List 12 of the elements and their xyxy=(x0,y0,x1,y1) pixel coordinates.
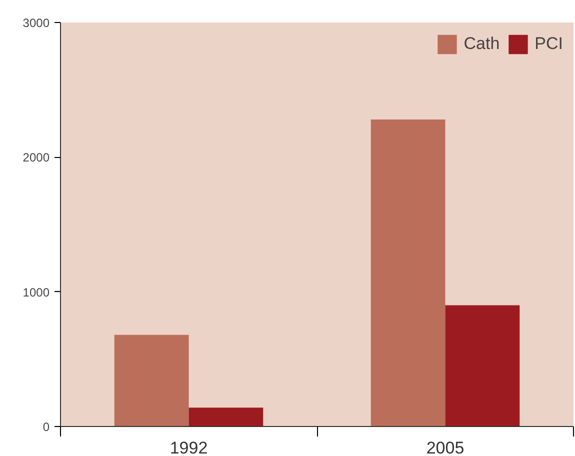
x-tick-label: 1992 xyxy=(170,438,208,456)
bar xyxy=(370,119,446,426)
bar xyxy=(445,305,520,426)
y-tick-label: 1000 xyxy=(22,285,50,300)
bar xyxy=(114,334,189,426)
y-tick-label: 3000 xyxy=(22,16,50,30)
x-tick-label: 2005 xyxy=(426,438,464,456)
legend-label: Cath xyxy=(464,34,500,54)
y-tick-label: 2000 xyxy=(22,150,50,165)
legend-label: PCI xyxy=(534,34,563,54)
y-tick-label: 0 xyxy=(42,420,50,434)
bar xyxy=(188,408,264,426)
